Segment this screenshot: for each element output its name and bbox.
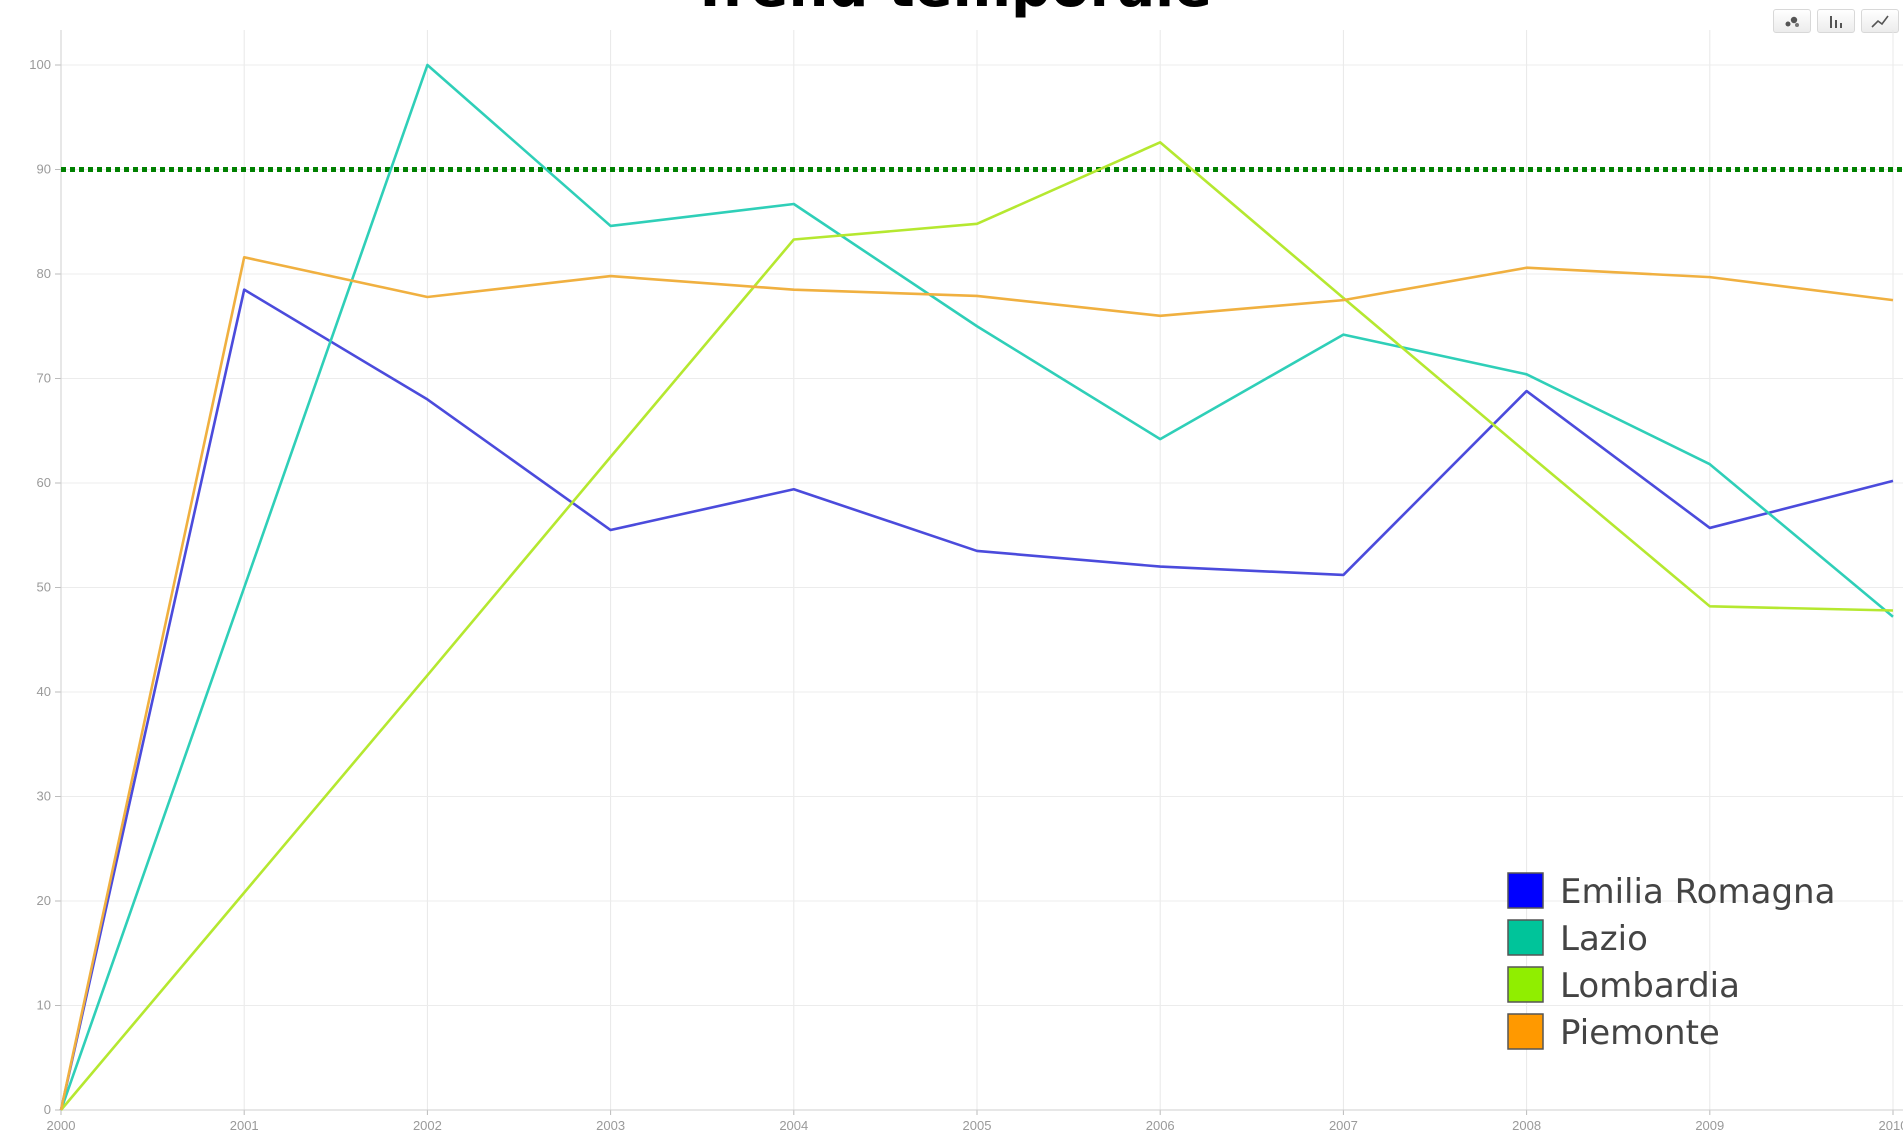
legend-label-lazio: Lazio bbox=[1560, 919, 1648, 959]
legend-label-lombardia: Lombardia bbox=[1560, 966, 1740, 1006]
y-tick-label: 100 bbox=[29, 57, 51, 72]
series-line-emilia-romagna bbox=[59, 288, 1894, 1111]
x-tick-label: 2004 bbox=[779, 1118, 808, 1133]
legend-label-emilia-romagna: Emilia Romagna bbox=[1560, 872, 1835, 912]
y-tick-label: 40 bbox=[37, 684, 51, 699]
x-tick-label: 2008 bbox=[1512, 1118, 1541, 1133]
line-view-icon bbox=[1871, 15, 1889, 28]
bubble-view-icon bbox=[1785, 16, 1799, 27]
x-tick-label: 2006 bbox=[1146, 1118, 1175, 1133]
x-tick-label: 2001 bbox=[230, 1118, 259, 1133]
x-tick-label: 2005 bbox=[963, 1118, 992, 1133]
bar-view-button[interactable] bbox=[1817, 9, 1855, 33]
x-tick-label: 2000 bbox=[47, 1118, 76, 1133]
series-line-lazio bbox=[59, 63, 1894, 1111]
x-axis-ticks: 2000 2001 2002 2003 2004 2005 2006 2007 2008 2009… bbox=[47, 1118, 1903, 1133]
bar-view-icon bbox=[1830, 16, 1842, 28]
y-tick-label: 0 bbox=[44, 1102, 51, 1117]
legend-swatch-emilia-romagna bbox=[1507, 872, 1544, 909]
series-line-piemonte bbox=[59, 255, 1894, 1111]
legend-label-piemonte: Piemonte bbox=[1560, 1013, 1720, 1053]
series-lines bbox=[59, 63, 1894, 1111]
y-tick-label: 10 bbox=[37, 998, 51, 1013]
y-tick-label: 30 bbox=[37, 789, 51, 804]
y-tick-label: 70 bbox=[37, 371, 51, 386]
y-tick-label: 20 bbox=[37, 893, 51, 908]
y-tick-label: 60 bbox=[37, 475, 51, 490]
x-tick-label: 2002 bbox=[413, 1118, 442, 1133]
y-axis-ticks: 0 10 20 30 40 50 60 70 80 90 100 bbox=[29, 57, 51, 1117]
x-tick-label: 2009 bbox=[1695, 1118, 1724, 1133]
chart-title: Trend temporale bbox=[0, 0, 1903, 16]
y-tick-label: 80 bbox=[37, 266, 51, 281]
bubble-view-button[interactable] bbox=[1773, 9, 1811, 33]
legend-swatch-lombardia bbox=[1507, 966, 1544, 1003]
y-tick-label: 90 bbox=[37, 162, 51, 177]
x-tick-label: 2003 bbox=[596, 1118, 625, 1133]
legend-swatch-piemonte bbox=[1507, 1013, 1544, 1050]
legend: Emilia Romagna Lazio Lombardia Piemonte bbox=[1507, 872, 1835, 1053]
y-tick-label: 50 bbox=[37, 580, 51, 595]
legend-swatch-lazio bbox=[1507, 919, 1544, 956]
series-line-lombardia bbox=[60, 141, 1894, 1111]
axes bbox=[55, 30, 1903, 1115]
x-tick-label: 2007 bbox=[1329, 1118, 1358, 1133]
line-view-button[interactable] bbox=[1861, 9, 1899, 33]
